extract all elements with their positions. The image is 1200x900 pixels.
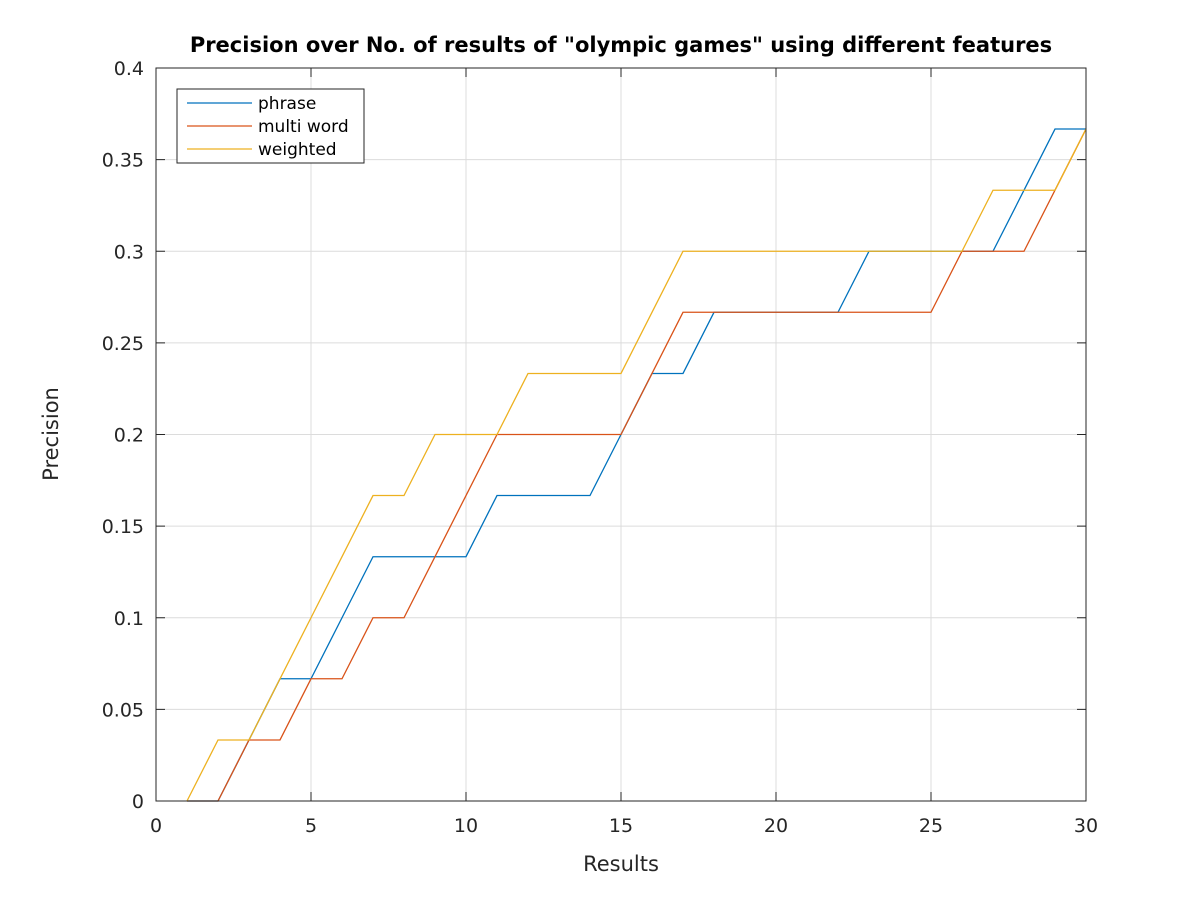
- x-tick-label: 30: [1074, 815, 1098, 837]
- legend: phrase multi word weighted: [176, 88, 365, 164]
- series-lines: [186, 128, 1087, 802]
- x-tick-label: 10: [454, 815, 478, 837]
- ticks: [155, 67, 1087, 802]
- x-tick-label: 0: [150, 815, 162, 837]
- y-tick-label: 0: [132, 791, 144, 813]
- x-tick-label: 20: [764, 815, 788, 837]
- y-tick-label: 0.2: [114, 425, 144, 447]
- grid: [156, 68, 1086, 801]
- y-tick-label: 0.4: [114, 58, 144, 80]
- y-tick-label: 0.35: [102, 150, 144, 172]
- series-line-weighted: [186, 128, 1087, 802]
- x-tick-label: 25: [919, 815, 943, 837]
- chart-title: Precision over No. of results of "olympi…: [190, 33, 1052, 57]
- x-tick-label: 15: [609, 815, 633, 837]
- x-tick-label: 5: [305, 815, 317, 837]
- y-tick-labels: 0 0.05 0.1 0.15 0.2 0.25 0.3 0.35 0.4: [102, 58, 144, 813]
- y-tick-label: 0.15: [102, 516, 144, 538]
- y-axis-label: Precision: [39, 387, 63, 481]
- y-tick-label: 0.25: [102, 333, 144, 355]
- y-tick-label: 0.1: [114, 608, 144, 630]
- y-tick-label: 0.05: [102, 699, 144, 721]
- y-tick-label: 0.3: [114, 241, 144, 263]
- x-tick-labels: 0 5 10 15 20 25 30: [150, 815, 1098, 837]
- legend-label-weighted: weighted: [258, 140, 337, 160]
- x-axis-label: Results: [583, 852, 659, 876]
- series-line-multi-word: [187, 128, 1087, 802]
- legend-label-phrase: phrase: [258, 94, 316, 114]
- legend-label-multi-word: multi word: [258, 117, 349, 137]
